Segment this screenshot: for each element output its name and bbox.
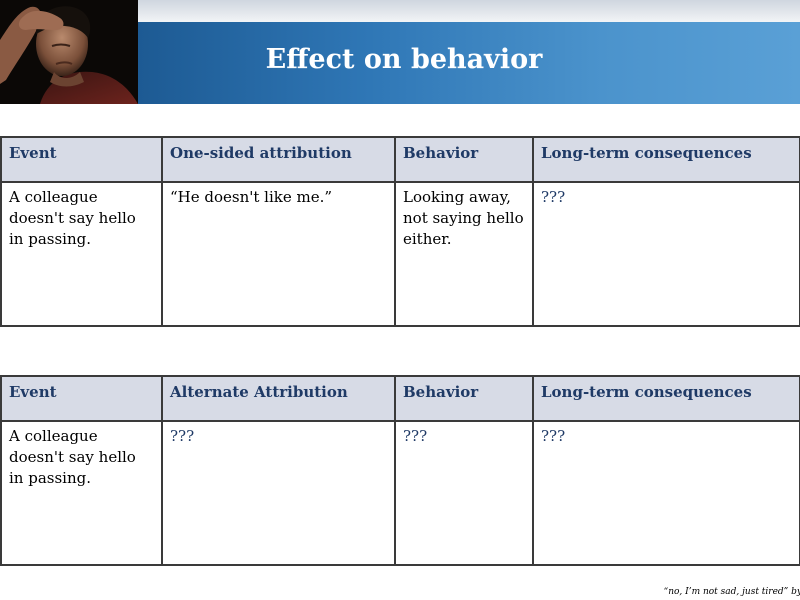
alternate-attribution-table: Event Alternate Attribution Behavior Lon…	[0, 375, 800, 566]
cell-event: A colleague doesn't say hello in passing…	[0, 420, 163, 566]
tired-man-photo	[0, 0, 138, 104]
header-band	[138, 22, 800, 104]
slide-title: Effect on behavior	[265, 44, 543, 75]
cell-attribution: “He doesn't like me.”	[161, 181, 396, 327]
cell-consequences: ???	[532, 420, 800, 566]
header-event: Event	[0, 136, 163, 183]
header-one-sided-attribution: One-sided attribution	[161, 136, 396, 183]
cell-consequences: ???	[532, 181, 800, 327]
header-event: Event	[0, 375, 163, 422]
table-header-row: Event One-sided attribution Behavior Lon…	[0, 136, 800, 183]
photo-credit: “no, I’m not sad, just tired” by	[663, 587, 800, 597]
cell-behavior: Looking away, not saying hello either.	[394, 181, 534, 327]
table-header-row: Event Alternate Attribution Behavior Lon…	[0, 375, 800, 422]
header-top-strip	[138, 0, 800, 22]
cell-event: A colleague doesn't say hello in passing…	[0, 181, 163, 327]
header-behavior: Behavior	[394, 375, 534, 422]
cell-attribution: ???	[161, 420, 396, 566]
table-row: A colleague doesn't say hello in passing…	[0, 420, 800, 566]
table-row: A colleague doesn't say hello in passing…	[0, 181, 800, 327]
cell-behavior: ???	[394, 420, 534, 566]
header-long-term-consequences: Long-term consequences	[532, 375, 800, 422]
header-behavior: Behavior	[394, 136, 534, 183]
header-long-term-consequences: Long-term consequences	[532, 136, 800, 183]
one-sided-attribution-table: Event One-sided attribution Behavior Lon…	[0, 136, 800, 327]
tired-man-illustration	[0, 0, 138, 104]
header-alternate-attribution: Alternate Attribution	[161, 375, 396, 422]
